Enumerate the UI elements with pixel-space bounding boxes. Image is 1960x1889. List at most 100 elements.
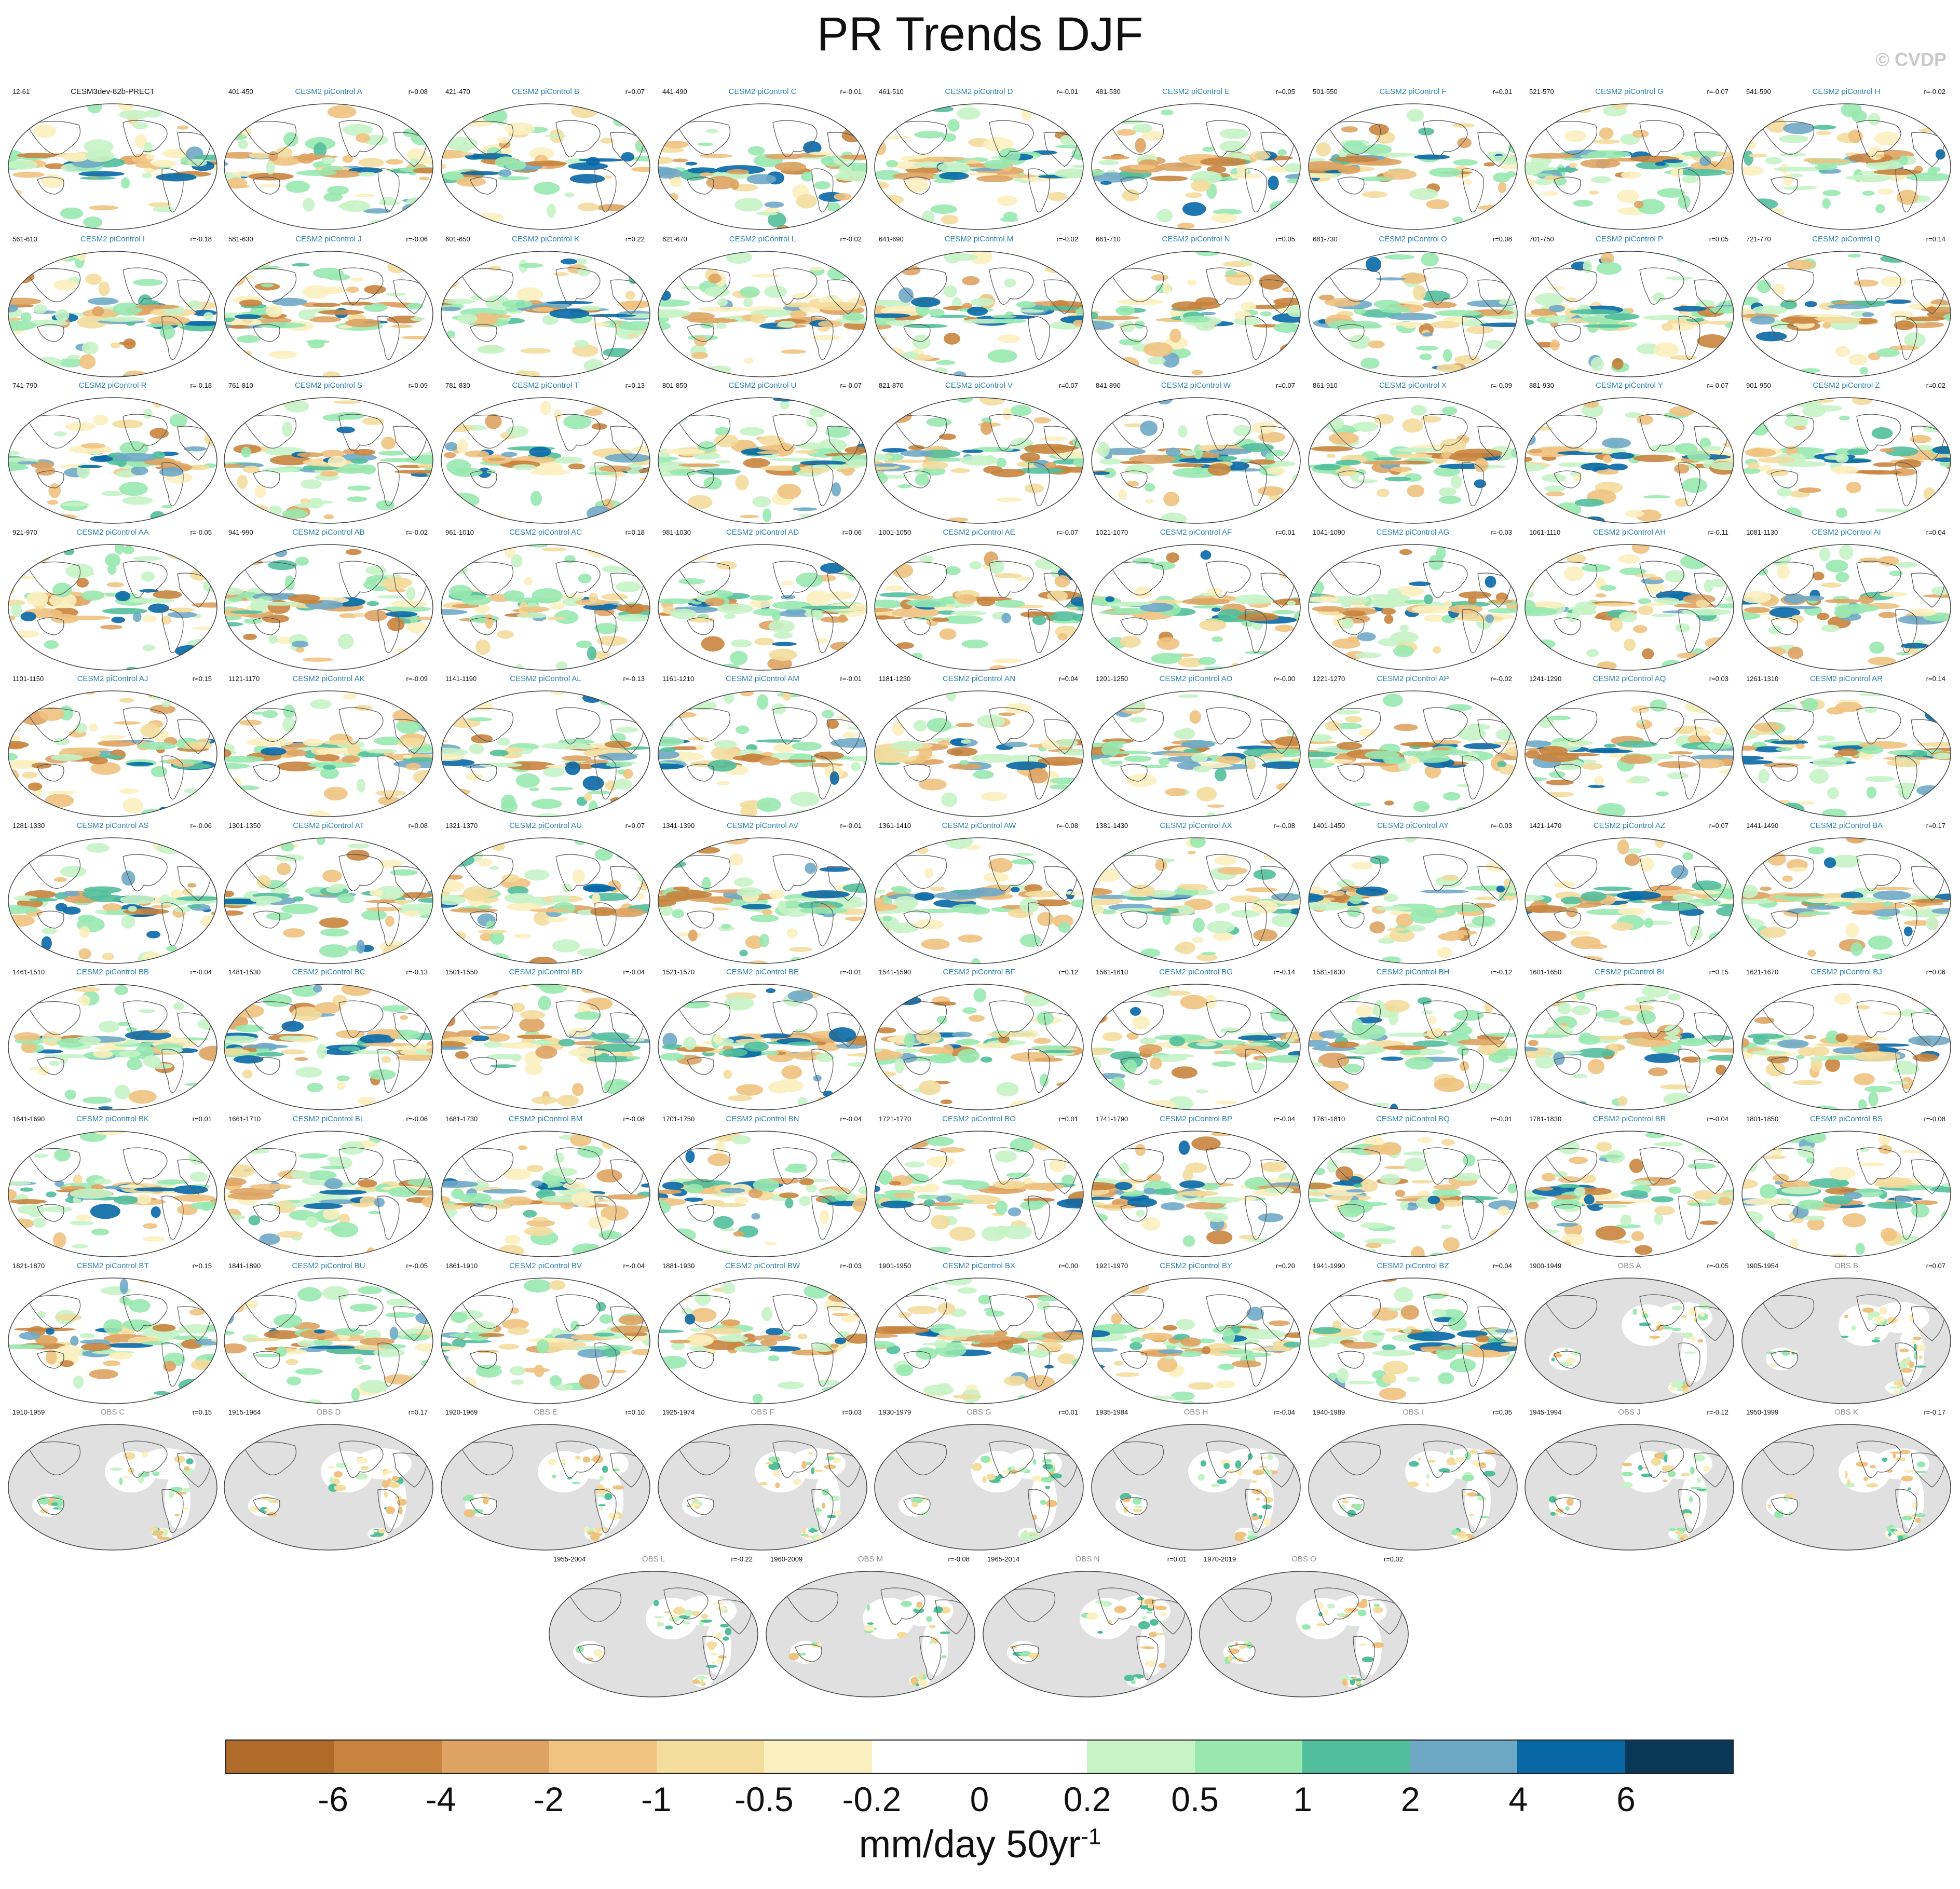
map-panel: 1941-1990 CESM2 piControl BZ r=0.04 bbox=[1306, 1259, 1519, 1406]
panel-map bbox=[1091, 1131, 1301, 1257]
panel-map bbox=[1308, 837, 1518, 964]
panel-title: CESM2 piControl BX bbox=[942, 1261, 1016, 1270]
panel-years: 1801-1850 bbox=[1746, 1115, 1779, 1123]
panel-years: 1941-1990 bbox=[1313, 1262, 1345, 1270]
panel-title: CESM2 piControl AU bbox=[509, 821, 582, 830]
panel-correlation: r=-0.01 bbox=[1490, 1115, 1512, 1123]
panel-title: OBS F bbox=[751, 1408, 774, 1417]
map-panel: 1121-1170 CESM2 piControl AK r=-0.09 bbox=[222, 672, 435, 819]
panel-map bbox=[1091, 544, 1301, 671]
panel-title: OBS O bbox=[1291, 1555, 1316, 1564]
panel-title: CESM2 piControl AX bbox=[1160, 821, 1232, 830]
panel-years: 1221-1270 bbox=[1313, 675, 1345, 683]
panel-map bbox=[441, 690, 650, 817]
map-panel: 881-930 CESM2 piControl Y r=-0.07 bbox=[1523, 379, 1736, 525]
panel-title: CESM2 piControl AR bbox=[1809, 674, 1883, 683]
panel-map bbox=[441, 837, 650, 964]
panel-map bbox=[441, 251, 650, 377]
panel-map bbox=[549, 1571, 758, 1697]
panel-years: 1935-1984 bbox=[1096, 1408, 1128, 1416]
panel-correlation: r=0.03 bbox=[842, 1408, 862, 1416]
panel-correlation: r=0.05 bbox=[1492, 1408, 1512, 1416]
panel-map bbox=[441, 544, 650, 671]
panel-correlation: r=0.14 bbox=[1926, 235, 1945, 243]
panel-title: CESM2 piControl F bbox=[1379, 87, 1447, 96]
panel-years: 1321-1370 bbox=[445, 822, 478, 830]
panel-years: 1915-1964 bbox=[228, 1408, 261, 1416]
panel-map bbox=[874, 251, 1084, 377]
panel-title: CESM2 piControl AE bbox=[943, 528, 1015, 537]
panel-correlation: r=-0.08 bbox=[1056, 822, 1078, 830]
panel-correlation: r=0.07 bbox=[1058, 382, 1078, 389]
panel-title: CESM2 piControl K bbox=[511, 235, 580, 243]
map-panel: 1301-1350 CESM2 piControl AT r=0.08 bbox=[222, 819, 435, 966]
panel-map bbox=[1308, 397, 1518, 524]
map-panel: 1701-1750 CESM2 piControl BN r=-0.04 bbox=[656, 1112, 869, 1259]
panel-years: 1965-2014 bbox=[987, 1555, 1020, 1563]
map-panel: 1901-1950 CESM2 piControl BX r=0.00 bbox=[873, 1259, 1085, 1406]
panel-title: CESM2 piControl B bbox=[511, 87, 580, 96]
panel-map bbox=[224, 984, 433, 1110]
panel-correlation: r=0.01 bbox=[1058, 1408, 1078, 1416]
map-panel: 1881-1930 CESM2 piControl BW r=-0.03 bbox=[656, 1259, 869, 1406]
map-panel: 1920-1969 OBS E r=0.10 bbox=[439, 1406, 652, 1552]
map-panel: 1681-1730 CESM2 piControl BM r=-0.08 bbox=[439, 1112, 652, 1259]
map-panel: 901-950 CESM2 piControl Z r=0.02 bbox=[1740, 379, 1953, 525]
panel-correlation: r=0.15 bbox=[192, 1262, 212, 1270]
panel-title: OBS N bbox=[1075, 1555, 1100, 1564]
panel-years: 1101-1150 bbox=[12, 675, 44, 683]
panel-map bbox=[874, 690, 1084, 817]
panel-map bbox=[8, 251, 217, 377]
panel-years: 1970-2019 bbox=[1204, 1555, 1236, 1563]
panel-map bbox=[658, 1131, 867, 1257]
panel-years: 1541-1590 bbox=[879, 968, 911, 976]
map-panel: 1801-1850 CESM2 piControl BS r=-0.08 bbox=[1740, 1112, 1953, 1259]
map-panel: 701-750 CESM2 piControl P r=0.05 bbox=[1523, 233, 1736, 379]
panel-correlation: r=0.05 bbox=[1709, 235, 1728, 243]
panel-map bbox=[8, 1278, 217, 1404]
panel-title: CESM2 piControl AL bbox=[510, 674, 581, 683]
panel-title: CESM2 piControl U bbox=[728, 381, 797, 390]
panel-title: CESM2 piControl AH bbox=[1592, 528, 1666, 537]
panel-title: CESM2 piControl BM bbox=[508, 1115, 583, 1123]
map-panel: 1101-1150 CESM2 piControl AJ r=0.15 bbox=[6, 672, 219, 819]
panel-years: 1161-1210 bbox=[662, 675, 695, 683]
panel-correlation: r=-0.22 bbox=[731, 1555, 753, 1563]
map-panel: 501-550 CESM2 piControl F r=0.01 bbox=[1306, 85, 1519, 232]
colorbar-swatch bbox=[549, 1741, 657, 1773]
panel-correlation: r=-0.05 bbox=[1707, 1262, 1728, 1270]
colorbar-tick-label: -2 bbox=[533, 1780, 564, 1818]
panel-title: CESM2 piControl Q bbox=[1812, 235, 1881, 243]
panel-correlation: r=0.15 bbox=[192, 675, 212, 683]
map-panel: 1721-1770 CESM2 piControl BO r=0.01 bbox=[873, 1112, 1085, 1259]
panel-years: 581-630 bbox=[228, 235, 253, 243]
panel-title: CESM2 piControl AC bbox=[509, 528, 582, 537]
panel-title: CESM2 piControl BE bbox=[726, 968, 799, 976]
map-panel: 1221-1270 CESM2 piControl AP r=-0.02 bbox=[1306, 672, 1519, 819]
panel-title: CESM2 piControl G bbox=[1595, 87, 1664, 96]
panel-title: CESM2 piControl BP bbox=[1159, 1115, 1233, 1123]
map-panel: 1481-1530 CESM2 piControl BC r=-0.13 bbox=[222, 966, 435, 1112]
panel-correlation: r=0.13 bbox=[625, 382, 645, 389]
panel-correlation: r=-0.08 bbox=[1273, 822, 1295, 830]
panel-map bbox=[658, 397, 867, 524]
map-panel: 1501-1550 CESM2 piControl BD r=-0.04 bbox=[439, 966, 652, 1112]
map-panel: 1910-1959 OBS C r=0.15 bbox=[6, 1406, 219, 1552]
map-panel: 1925-1974 OBS F r=0.03 bbox=[656, 1406, 869, 1552]
map-panel: 1641-1690 CESM2 piControl BK r=0.01 bbox=[6, 1112, 219, 1259]
panel-correlation: r=-0.08 bbox=[948, 1555, 970, 1563]
map-panel: 1321-1370 CESM2 piControl AU r=0.07 bbox=[439, 819, 652, 966]
panel-map bbox=[658, 103, 867, 230]
panel-correlation: r=0.04 bbox=[1926, 528, 1945, 536]
panel-years: 441-490 bbox=[662, 88, 687, 96]
panel-title: CESM2 piControl BN bbox=[726, 1115, 799, 1123]
panel-years: 12-61 bbox=[12, 88, 30, 96]
map-panel: 1401-1450 CESM2 piControl AY r=-0.03 bbox=[1306, 819, 1519, 966]
panel-correlation: r=0.15 bbox=[192, 1408, 212, 1416]
panel-years: 601-650 bbox=[445, 235, 470, 243]
panel-title: CESM2 piControl AJ bbox=[77, 674, 148, 683]
panel-map bbox=[1308, 251, 1518, 377]
panel-years: 1920-1969 bbox=[445, 1408, 478, 1416]
colorbar-tick-label: 0.2 bbox=[1063, 1780, 1111, 1818]
panel-years: 1930-1979 bbox=[879, 1408, 911, 1416]
